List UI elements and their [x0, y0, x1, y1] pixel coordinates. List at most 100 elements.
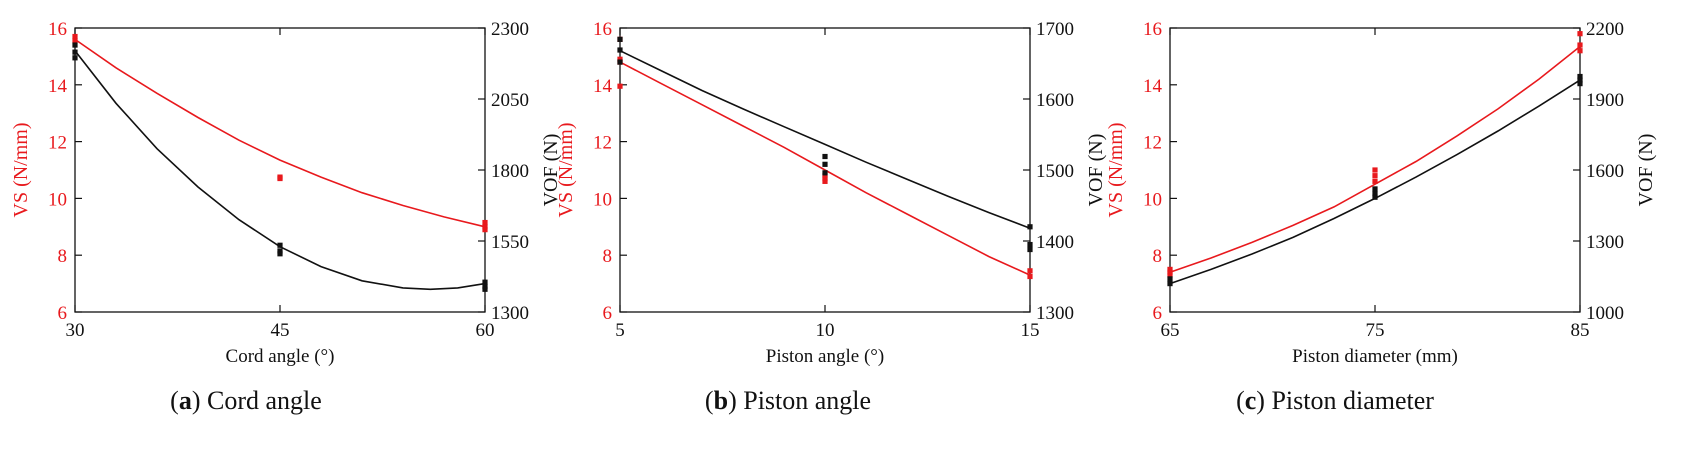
data-point-vs [1577, 31, 1583, 37]
y2-axis-label: VOF (N) [540, 134, 562, 207]
y2-tick-label: 1900 [1586, 90, 1624, 111]
data-point-vs [72, 33, 78, 40]
data-point-vs [822, 175, 828, 182]
y-tick-label: 14 [593, 76, 613, 97]
data-point-vs [482, 219, 488, 226]
data-point-vof [277, 248, 283, 254]
data-point-vof [277, 251, 283, 257]
y2-tick-label: 2050 [491, 90, 529, 111]
data-point-vs [1577, 48, 1583, 54]
x-tick-label: 30 [66, 320, 85, 341]
y-tick-label: 14 [48, 76, 68, 97]
fit-line-vof [74, 50, 486, 291]
data-point-vof [822, 153, 828, 160]
y2-tick-label: 1300 [1586, 232, 1624, 253]
chart-panel-1: 30 45 60 6 8 10 12 14 16 1300 1550 1800 2050 2300 Cord… [10, 19, 562, 367]
y2-axis-label: VOF (N) [1635, 134, 1657, 207]
y-tick-label: 16 [593, 19, 612, 40]
data-point-vs [1167, 272, 1173, 278]
y-tick-label: 12 [593, 133, 612, 154]
charts-canvas: 30 45 60 6 8 10 12 14 16 1300 1550 1800 2050 2300 Cord… [10, 19, 1657, 367]
y-axis-label: VS (N/mm) [555, 123, 577, 218]
fit-line-vs [1169, 45, 1581, 273]
y-tick-label: 12 [1143, 133, 1162, 154]
data-point-vof [1167, 281, 1173, 287]
data-point-vs [1167, 266, 1173, 272]
data-point-vof [1577, 81, 1583, 87]
y-tick-label: 10 [1143, 189, 1162, 210]
data-point-vof [72, 42, 78, 48]
x-tick-label: 75 [1366, 320, 1385, 341]
y-tick-label: 16 [1143, 19, 1162, 40]
y2-tick-label: 1500 [1036, 161, 1074, 182]
x-axis-label: Piston diameter (mm) [1292, 346, 1458, 367]
y2-tick-label: 2300 [491, 19, 529, 40]
x-tick-label: 10 [816, 320, 835, 341]
y2-tick-label: 1300 [491, 303, 529, 324]
plot-frame [74, 27, 486, 313]
y2-tick-label: 1400 [1036, 232, 1074, 253]
x-tick-label: 85 [1571, 320, 1590, 341]
data-point-vs [822, 178, 828, 184]
data-point-vof [277, 242, 283, 248]
caption-c: (c) Piston diameter [1236, 386, 1434, 415]
data-point-vof [1577, 77, 1583, 83]
y-tick-label: 12 [48, 133, 67, 154]
y-tick-label: 16 [48, 19, 67, 40]
data-point-vs [1372, 167, 1378, 173]
y-tick-label: 10 [48, 189, 67, 210]
x-axis-label: Cord angle (°) [226, 346, 335, 367]
data-point-vof [1577, 73, 1583, 80]
data-point-vof [822, 170, 828, 176]
data-point-vof [822, 161, 828, 167]
data-point-vs [1372, 173, 1378, 179]
data-point-vs [617, 56, 623, 62]
data-point-vof [1027, 224, 1033, 230]
fit-line-vs [619, 61, 1031, 276]
data-point-vof [617, 59, 623, 65]
y-tick-label: 10 [593, 189, 612, 210]
data-point-vs [1167, 269, 1173, 275]
y-tick-label: 8 [1153, 246, 1163, 267]
data-point-vof [482, 286, 488, 292]
y2-tick-label: 1700 [1036, 19, 1074, 40]
data-point-vof [482, 279, 488, 285]
data-point-vs [277, 175, 283, 182]
y-tick-label: 8 [58, 246, 68, 267]
data-point-vs [1577, 42, 1583, 48]
y2-tick-label: 2200 [1586, 19, 1624, 40]
y2-tick-label: 1600 [1586, 161, 1624, 182]
data-point-vs [1372, 178, 1378, 184]
y-axis-label: VS (N/mm) [10, 123, 32, 218]
y2-tick-label: 1600 [1036, 90, 1074, 111]
y2-tick-label: 1550 [491, 232, 529, 253]
x-tick-label: 45 [271, 320, 290, 341]
x-axis-label: Piston angle (°) [766, 346, 884, 367]
data-point-vof [1372, 194, 1378, 200]
data-point-vs [822, 173, 828, 179]
y2-tick-label: 1300 [1036, 303, 1074, 324]
y2-tick-label: 1000 [1586, 303, 1624, 324]
y-tick-label: 14 [1143, 76, 1163, 97]
caption-a: (a) Cord angle [170, 386, 322, 415]
data-point-vof [72, 55, 78, 61]
chart-panel-2: 5 10 15 6 8 10 12 14 16 1300 1400 1500 1600 1700 Pisto… [555, 19, 1107, 367]
x-tick-label: 65 [1161, 320, 1180, 341]
data-point-vof [1372, 191, 1378, 197]
data-point-vs [482, 224, 488, 230]
data-point-vs [617, 83, 623, 89]
data-point-vs [1027, 273, 1033, 280]
data-point-vs [482, 227, 488, 233]
data-point-vof [617, 47, 623, 53]
y-tick-label: 6 [1153, 303, 1163, 324]
data-point-vof [1167, 276, 1173, 282]
data-point-vs [72, 38, 78, 44]
x-tick-label: 15 [1021, 320, 1040, 341]
y2-axis-label: VOF (N) [1085, 134, 1107, 207]
y-tick-label: 6 [58, 303, 68, 324]
x-tick-label: 60 [476, 320, 495, 341]
data-point-vof [1027, 246, 1033, 253]
fit-line-vof [619, 49, 1031, 229]
data-point-vs [1027, 268, 1033, 274]
